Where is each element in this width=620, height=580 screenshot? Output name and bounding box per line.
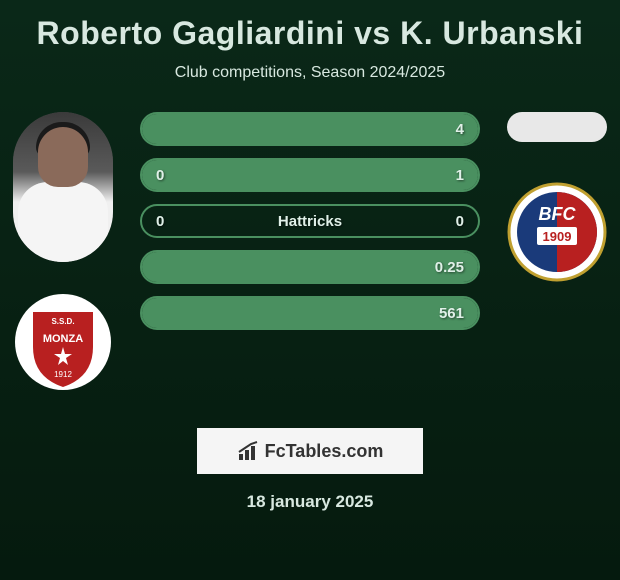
date-label: 18 january 2025: [247, 492, 374, 512]
player-left-club-badge: S.S.D. MONZA 1912: [13, 292, 113, 392]
right-player-column: BFC 1909: [502, 112, 612, 392]
comparison-card: Roberto Gagliardini vs K. Urbanski Club …: [0, 0, 620, 522]
stat-row-mpg: Min per goal 561: [140, 296, 480, 330]
stat-left-value: 0: [156, 167, 164, 184]
svg-text:1912: 1912: [54, 370, 72, 379]
svg-text:1909: 1909: [543, 229, 572, 244]
stat-row-matches: Matches 4: [140, 112, 480, 146]
main-area: S.S.D. MONZA 1912 Matches 4 0 Goals 1: [0, 112, 620, 392]
stat-row-gpm: Goals per match 0.25: [140, 250, 480, 284]
watermark[interactable]: FcTables.com: [197, 428, 424, 474]
svg-text:MONZA: MONZA: [43, 333, 83, 345]
player-left-photo: [13, 112, 113, 262]
player-right-photo: [507, 112, 607, 142]
stat-label: Hattricks: [142, 213, 478, 230]
svg-text:S.S.D.: S.S.D.: [51, 317, 74, 326]
stat-right-value: 1: [456, 167, 464, 184]
stat-row-goals: 0 Goals 1: [140, 158, 480, 192]
player-right-club-badge: BFC 1909: [507, 182, 607, 282]
stat-left-value: 0: [156, 213, 164, 230]
chart-icon: [237, 440, 259, 462]
stat-right-value: 0.25: [435, 259, 464, 276]
watermark-text: FcTables.com: [265, 441, 384, 462]
svg-text:BFC: BFC: [539, 204, 577, 224]
page-title: Roberto Gagliardini vs K. Urbanski: [37, 15, 584, 52]
left-player-column: S.S.D. MONZA 1912: [8, 112, 118, 392]
stat-row-hattricks: 0 Hattricks 0: [140, 204, 480, 238]
stat-right-value: 4: [456, 121, 464, 138]
stat-right-value: 561: [439, 305, 464, 322]
subtitle: Club competitions, Season 2024/2025: [175, 64, 445, 82]
stats-column: Matches 4 0 Goals 1 0 Hattricks 0 Goals …: [118, 112, 502, 392]
stat-right-value: 0: [456, 213, 464, 230]
